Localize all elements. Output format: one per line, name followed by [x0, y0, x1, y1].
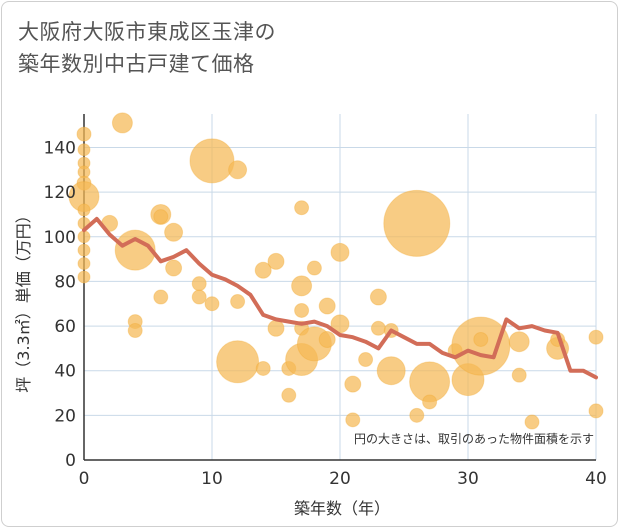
bubble-point — [255, 360, 271, 376]
bubble-point — [77, 257, 91, 271]
bubble-size-note: 円の大きさは、取引のあった物件面積を示す — [354, 431, 594, 446]
bubble-point — [77, 203, 91, 217]
bubble-point — [294, 302, 310, 318]
bubble-point — [111, 112, 133, 134]
bubble-point — [330, 242, 350, 262]
bubble-point — [318, 297, 336, 315]
bubble-point — [76, 126, 92, 142]
y-tick-label: 80 — [54, 272, 76, 292]
bubble-point — [281, 387, 297, 403]
bubble-point — [191, 289, 207, 305]
bubble-point — [508, 331, 530, 353]
bubble-point — [254, 261, 272, 279]
bubble-point — [344, 375, 362, 393]
bubble-point — [588, 403, 604, 419]
grid-lines — [84, 114, 597, 460]
y-tick-label: 60 — [54, 317, 76, 337]
bubble-point — [318, 330, 336, 348]
bubble-point — [153, 209, 169, 225]
bubble-point — [164, 222, 184, 242]
y-tick-label: 100 — [44, 228, 76, 248]
bubble-point — [345, 412, 361, 428]
bubble-point — [204, 296, 220, 312]
bubble-point — [77, 230, 91, 244]
bubble-point — [189, 138, 235, 184]
y-tick-label: 40 — [54, 362, 76, 382]
y-tick-label: 20 — [54, 406, 76, 426]
bubble-point — [409, 407, 425, 423]
bubble-point — [77, 143, 91, 157]
bubble-point — [370, 320, 386, 336]
bubble-point — [267, 319, 285, 337]
bubble-point — [165, 259, 183, 277]
chart-title-line2: 築年数別中古戸建て価格 — [18, 52, 255, 76]
bubble-point — [306, 260, 322, 276]
bubble-point — [216, 340, 260, 384]
x-tick-label: 10 — [201, 469, 223, 489]
bubble-point — [153, 289, 169, 305]
x-tick-label: 20 — [329, 469, 351, 489]
bubble-point — [267, 252, 285, 270]
bubble-point — [369, 288, 387, 306]
x-tick-label: 0 — [79, 469, 90, 489]
bubble-point — [376, 356, 406, 386]
x-axis-label: 築年数（年） — [294, 499, 390, 518]
bubble-series — [68, 112, 604, 430]
bubble-point — [114, 229, 156, 271]
bubble-point — [291, 275, 313, 297]
bubble-point — [511, 367, 527, 383]
bubble-point — [294, 200, 310, 216]
y-tick-label: 0 — [65, 451, 76, 471]
bubble-point — [77, 243, 91, 257]
bubble-point — [383, 189, 451, 257]
bubble-point — [77, 270, 91, 284]
bubble-point — [127, 323, 143, 339]
bubble-point — [228, 160, 248, 180]
bubble-point — [230, 294, 246, 310]
y-tick-labels: 0 20 40 60 80 100 120 140 — [44, 138, 76, 471]
bubble-point — [358, 352, 374, 368]
bubble-point — [473, 331, 489, 347]
average-line — [82, 216, 598, 380]
x-tick-label: 40 — [585, 469, 607, 489]
bubble-point — [524, 414, 540, 430]
chart-title-line1: 大阪府大阪市東成区玉津の — [18, 20, 276, 44]
bubble-point — [191, 276, 207, 292]
y-axis-label: 坪（3.3㎡）単価（万円） — [14, 207, 33, 392]
bubble-point — [422, 394, 438, 410]
y-tick-label: 120 — [44, 183, 76, 203]
average-line-series — [82, 216, 598, 380]
x-tick-labels: 0 10 20 30 40 — [79, 469, 607, 489]
x-tick-label: 30 — [457, 469, 479, 489]
bubble-point — [588, 329, 604, 345]
y-tick-label: 140 — [44, 138, 76, 158]
chart-title: 大阪府大阪市東成区玉津の 築年数別中古戸建て価格 — [18, 16, 276, 80]
